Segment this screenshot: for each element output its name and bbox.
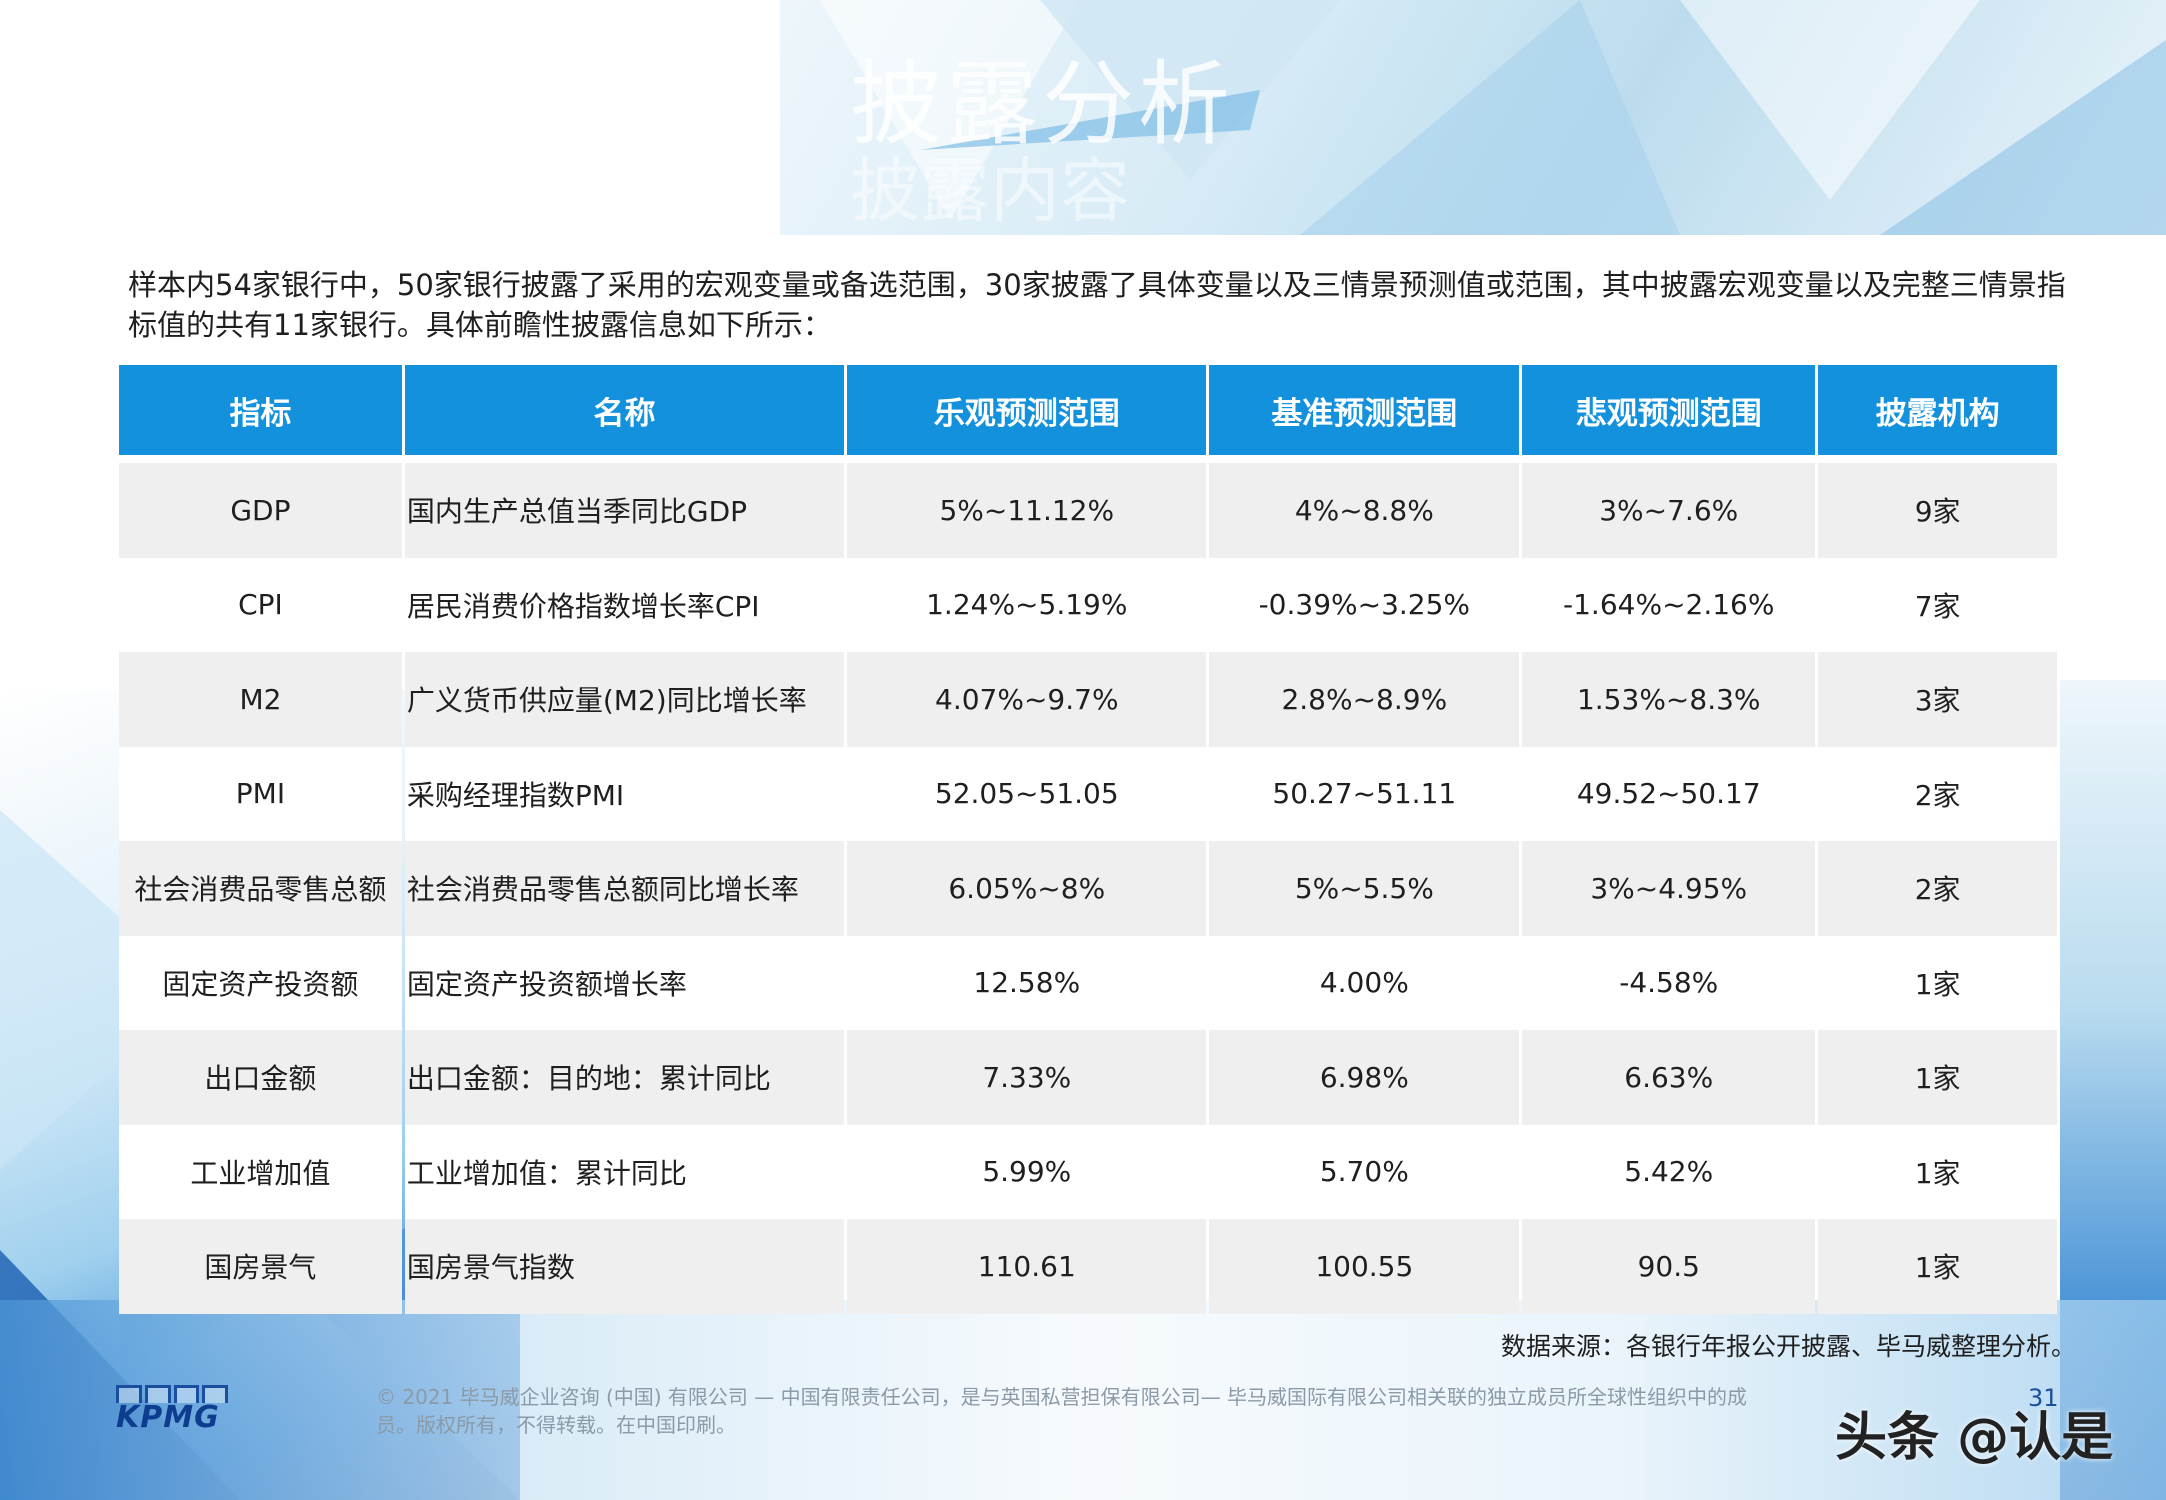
copyright-line-2: 员。版权所有，不得转载。在中国印刷。 [376,1413,736,1437]
column-header-indicator: 指标 [119,365,402,463]
baseline-cell: 2.8%~8.9% [1209,652,1520,747]
column-header-institutions: 披露机构 [1818,365,2057,463]
decorative-background-bottom [0,1300,2166,1500]
table-row: M2 广义货币供应量(M2)同比增长率 4.07%~9.7% 2.8%~8.9%… [119,652,2057,747]
column-header-name: 名称 [404,365,845,463]
indicator-cell: PMI [119,746,402,841]
pessimistic-cell: 6.63% [1522,1030,1816,1125]
table-row: 社会消费品零售总额 社会消费品零售总额同比增长率 6.05%~8% 5%~5.5… [119,841,2057,936]
name-cell: 广义货币供应量(M2)同比增长率 [404,652,845,747]
indicator-cell: 工业增加值 [119,1124,402,1219]
column-header-baseline: 基准预测范围 [1209,365,1520,463]
indicator-cell: GDP [119,463,402,558]
table-row: 固定资产投资额 固定资产投资额增长率 12.58% 4.00% -4.58% 1… [119,935,2057,1030]
pessimistic-cell: 3%~7.6% [1522,463,1816,558]
baseline-cell: 4.00% [1209,935,1520,1030]
name-cell: 居民消费价格指数增长率CPI [404,557,845,652]
copyright-line-1: © 2021 毕马威企业咨询 (中国) 有限公司 — 中国有限责任公司，是与英国… [376,1385,1748,1409]
institutions-cell: 3家 [1818,652,2057,747]
kpmg-logo-boxes [116,1385,228,1403]
baseline-cell: 50.27~51.11 [1209,746,1520,841]
table-header-row: 指标 名称 乐观预测范围 基准预测范围 悲观预测范围 披露机构 [119,365,2057,463]
table-row: GDP 国内生产总值当季同比GDP 5%~11.12% 4%~8.8% 3%~7… [119,463,2057,558]
indicator-cell: CPI [119,557,402,652]
indicator-cell: 社会消费品零售总额 [119,841,402,936]
pessimistic-cell: 3%~4.95% [1522,841,1816,936]
pessimistic-cell: -1.64%~2.16% [1522,557,1816,652]
optimistic-cell: 110.61 [847,1219,1207,1314]
data-source-note: 数据来源：各银行年报公开披露、毕马威整理分析。 [1500,1332,2076,1361]
kpmg-logo-text: KPMG [116,1400,220,1435]
indicator-cell: 出口金额 [119,1030,402,1125]
name-cell: 采购经理指数PMI [404,746,845,841]
table-row: 出口金额 出口金额：目的地：累计同比 7.33% 6.98% 6.63% 1家 [119,1030,2057,1125]
pessimistic-cell: -4.58% [1522,935,1816,1030]
optimistic-cell: 7.33% [847,1030,1207,1125]
name-cell: 国内生产总值当季同比GDP [404,463,845,558]
optimistic-cell: 52.05~51.05 [847,746,1207,841]
table-row: PMI 采购经理指数PMI 52.05~51.05 50.27~51.11 49… [119,746,2057,841]
name-cell: 国房景气指数 [404,1219,845,1314]
platform-watermark: 头条 @认是 [1835,1408,2114,1468]
institutions-cell: 1家 [1818,935,2057,1030]
page-number: 31 [2028,1384,2059,1412]
baseline-cell: 4%~8.8% [1209,463,1520,558]
header-background [780,0,2166,235]
table-row: CPI 居民消费价格指数增长率CPI 1.24%~5.19% -0.39%~3.… [119,557,2057,652]
institutions-cell: 2家 [1818,746,2057,841]
baseline-cell: -0.39%~3.25% [1209,557,1520,652]
table-row: 工业增加值 工业增加值：累计同比 5.99% 5.70% 5.42% 1家 [119,1124,2057,1219]
pessimistic-cell: 49.52~50.17 [1522,746,1816,841]
indicator-cell: 固定资产投资额 [119,935,402,1030]
institutions-cell: 1家 [1818,1124,2057,1219]
table-row: 国房景气 国房景气指数 110.61 100.55 90.5 1家 [119,1219,2057,1314]
institutions-cell: 9家 [1818,463,2057,558]
intro-paragraph: 样本内54家银行中，50家银行披露了采用的宏观变量或备选范围，30家披露了具体变… [128,268,2066,342]
column-header-pessimistic: 悲观预测范围 [1522,365,1816,463]
name-cell: 出口金额：目的地：累计同比 [404,1030,845,1125]
name-cell: 社会消费品零售总额同比增长率 [404,841,845,936]
institutions-cell: 2家 [1818,841,2057,936]
indicator-cell: 国房景气 [119,1219,402,1314]
pessimistic-cell: 90.5 [1522,1219,1816,1314]
kpmg-logo: KPMG [116,1385,228,1435]
faded-page-title: 披露分析 [850,51,1235,158]
pessimistic-cell: 5.42% [1522,1124,1816,1219]
copyright-notice: © 2021 毕马威企业咨询 (中国) 有限公司 — 中国有限责任公司，是与英国… [376,1383,1876,1439]
baseline-cell: 6.98% [1209,1030,1520,1125]
indicator-cell: M2 [119,652,402,747]
name-cell: 工业增加值：累计同比 [404,1124,845,1219]
forecast-table: 指标 名称 乐观预测范围 基准预测范围 悲观预测范围 披露机构 GDP 国内生产… [116,365,2060,1314]
optimistic-cell: 12.58% [847,935,1207,1030]
faded-page-subtitle: 披露内容 [850,150,1130,232]
baseline-cell: 5%~5.5% [1209,841,1520,936]
name-cell: 固定资产投资额增长率 [404,935,845,1030]
pessimistic-cell: 1.53%~8.3% [1522,652,1816,747]
baseline-cell: 5.70% [1209,1124,1520,1219]
optimistic-cell: 4.07%~9.7% [847,652,1207,747]
optimistic-cell: 5%~11.12% [847,463,1207,558]
institutions-cell: 7家 [1818,557,2057,652]
optimistic-cell: 1.24%~5.19% [847,557,1207,652]
institutions-cell: 1家 [1818,1219,2057,1314]
baseline-cell: 100.55 [1209,1219,1520,1314]
optimistic-cell: 5.99% [847,1124,1207,1219]
optimistic-cell: 6.05%~8% [847,841,1207,936]
institutions-cell: 1家 [1818,1030,2057,1125]
column-header-optimistic: 乐观预测范围 [847,365,1207,463]
